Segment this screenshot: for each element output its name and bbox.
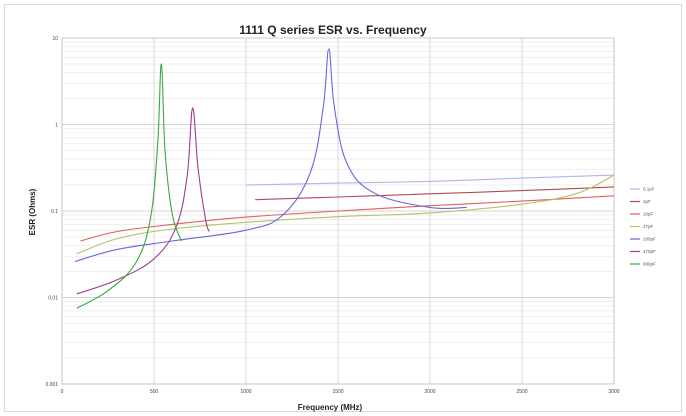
chart-title: 1111 Q series ESR vs. Frequency: [239, 23, 427, 37]
x-tick-label: 1000: [240, 389, 251, 395]
series-line-100pF: [74, 48, 467, 263]
y-axis-label: ESR (Ohms): [28, 188, 37, 235]
legend-label: 47pF: [643, 224, 654, 229]
chart-frame: [4, 4, 682, 412]
plot-area-border: [61, 37, 615, 385]
series-line-680pF: [76, 63, 183, 309]
legend: 0.1pF 1pF 10pF 47pF 100pF 470pF 680pF: [630, 187, 656, 267]
legend-label: 0.1pF: [643, 187, 655, 192]
legend-label: 100pF: [643, 237, 656, 242]
y-tick-label: 0.1: [51, 209, 58, 215]
legend-label: 470pF: [643, 249, 656, 254]
y-tick-label: 1: [55, 123, 58, 129]
x-tick-label: 2500: [516, 389, 527, 395]
series-line-0.1pF: [245, 174, 615, 186]
series-line-10pF: [80, 195, 615, 242]
legend-label: 10pF: [643, 212, 654, 217]
x-tick-label: 500: [150, 389, 159, 395]
x-tick-label: 2000: [424, 389, 435, 395]
series-line-47pF: [76, 174, 615, 255]
y-tick-label: 10: [52, 36, 58, 42]
series-line-470pF: [76, 107, 210, 295]
series-lines: [74, 48, 615, 309]
y-tick-label: 0.01: [48, 296, 58, 302]
y-tick-label: 0.001: [45, 382, 58, 388]
axis-ticks: 0 500 1000 1500 2000 2500 3000 10 1 0.1 0.01 0.001: [45, 36, 619, 395]
legend-label: 680pF: [643, 262, 656, 267]
series-line-1pF: [255, 186, 615, 201]
x-tick-label: 3000: [608, 389, 619, 395]
x-axis-label: Frequency (MHz): [298, 403, 363, 412]
legend-label: 1pF: [643, 199, 651, 204]
x-tick-label: 0: [61, 389, 64, 395]
x-tick-label: 1500: [332, 389, 343, 395]
